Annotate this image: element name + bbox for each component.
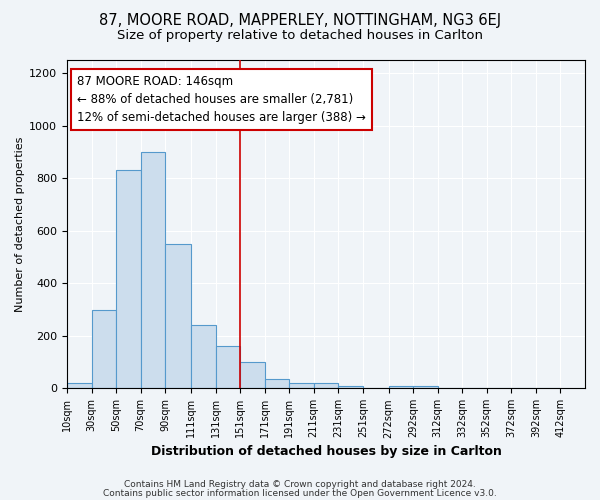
Bar — [389, 386, 413, 388]
Text: 87, MOORE ROAD, MAPPERLEY, NOTTINGHAM, NG3 6EJ: 87, MOORE ROAD, MAPPERLEY, NOTTINGHAM, N… — [99, 12, 501, 28]
Y-axis label: Number of detached properties: Number of detached properties — [15, 136, 25, 312]
Bar — [165, 244, 191, 388]
Bar — [314, 383, 338, 388]
Bar — [92, 310, 116, 388]
Bar — [240, 362, 265, 388]
Bar — [413, 386, 438, 388]
Bar — [215, 346, 240, 389]
Bar — [338, 386, 363, 388]
Text: 87 MOORE ROAD: 146sqm
← 88% of detached houses are smaller (2,781)
12% of semi-d: 87 MOORE ROAD: 146sqm ← 88% of detached … — [77, 75, 366, 124]
Bar — [116, 170, 140, 388]
Bar — [67, 383, 92, 388]
Bar — [265, 379, 289, 388]
Text: Size of property relative to detached houses in Carlton: Size of property relative to detached ho… — [117, 29, 483, 42]
Text: Contains HM Land Registry data © Crown copyright and database right 2024.: Contains HM Land Registry data © Crown c… — [124, 480, 476, 489]
Bar — [140, 152, 165, 388]
Bar — [191, 326, 215, 388]
Bar — [289, 383, 314, 388]
X-axis label: Distribution of detached houses by size in Carlton: Distribution of detached houses by size … — [151, 444, 502, 458]
Text: Contains public sector information licensed under the Open Government Licence v3: Contains public sector information licen… — [103, 488, 497, 498]
